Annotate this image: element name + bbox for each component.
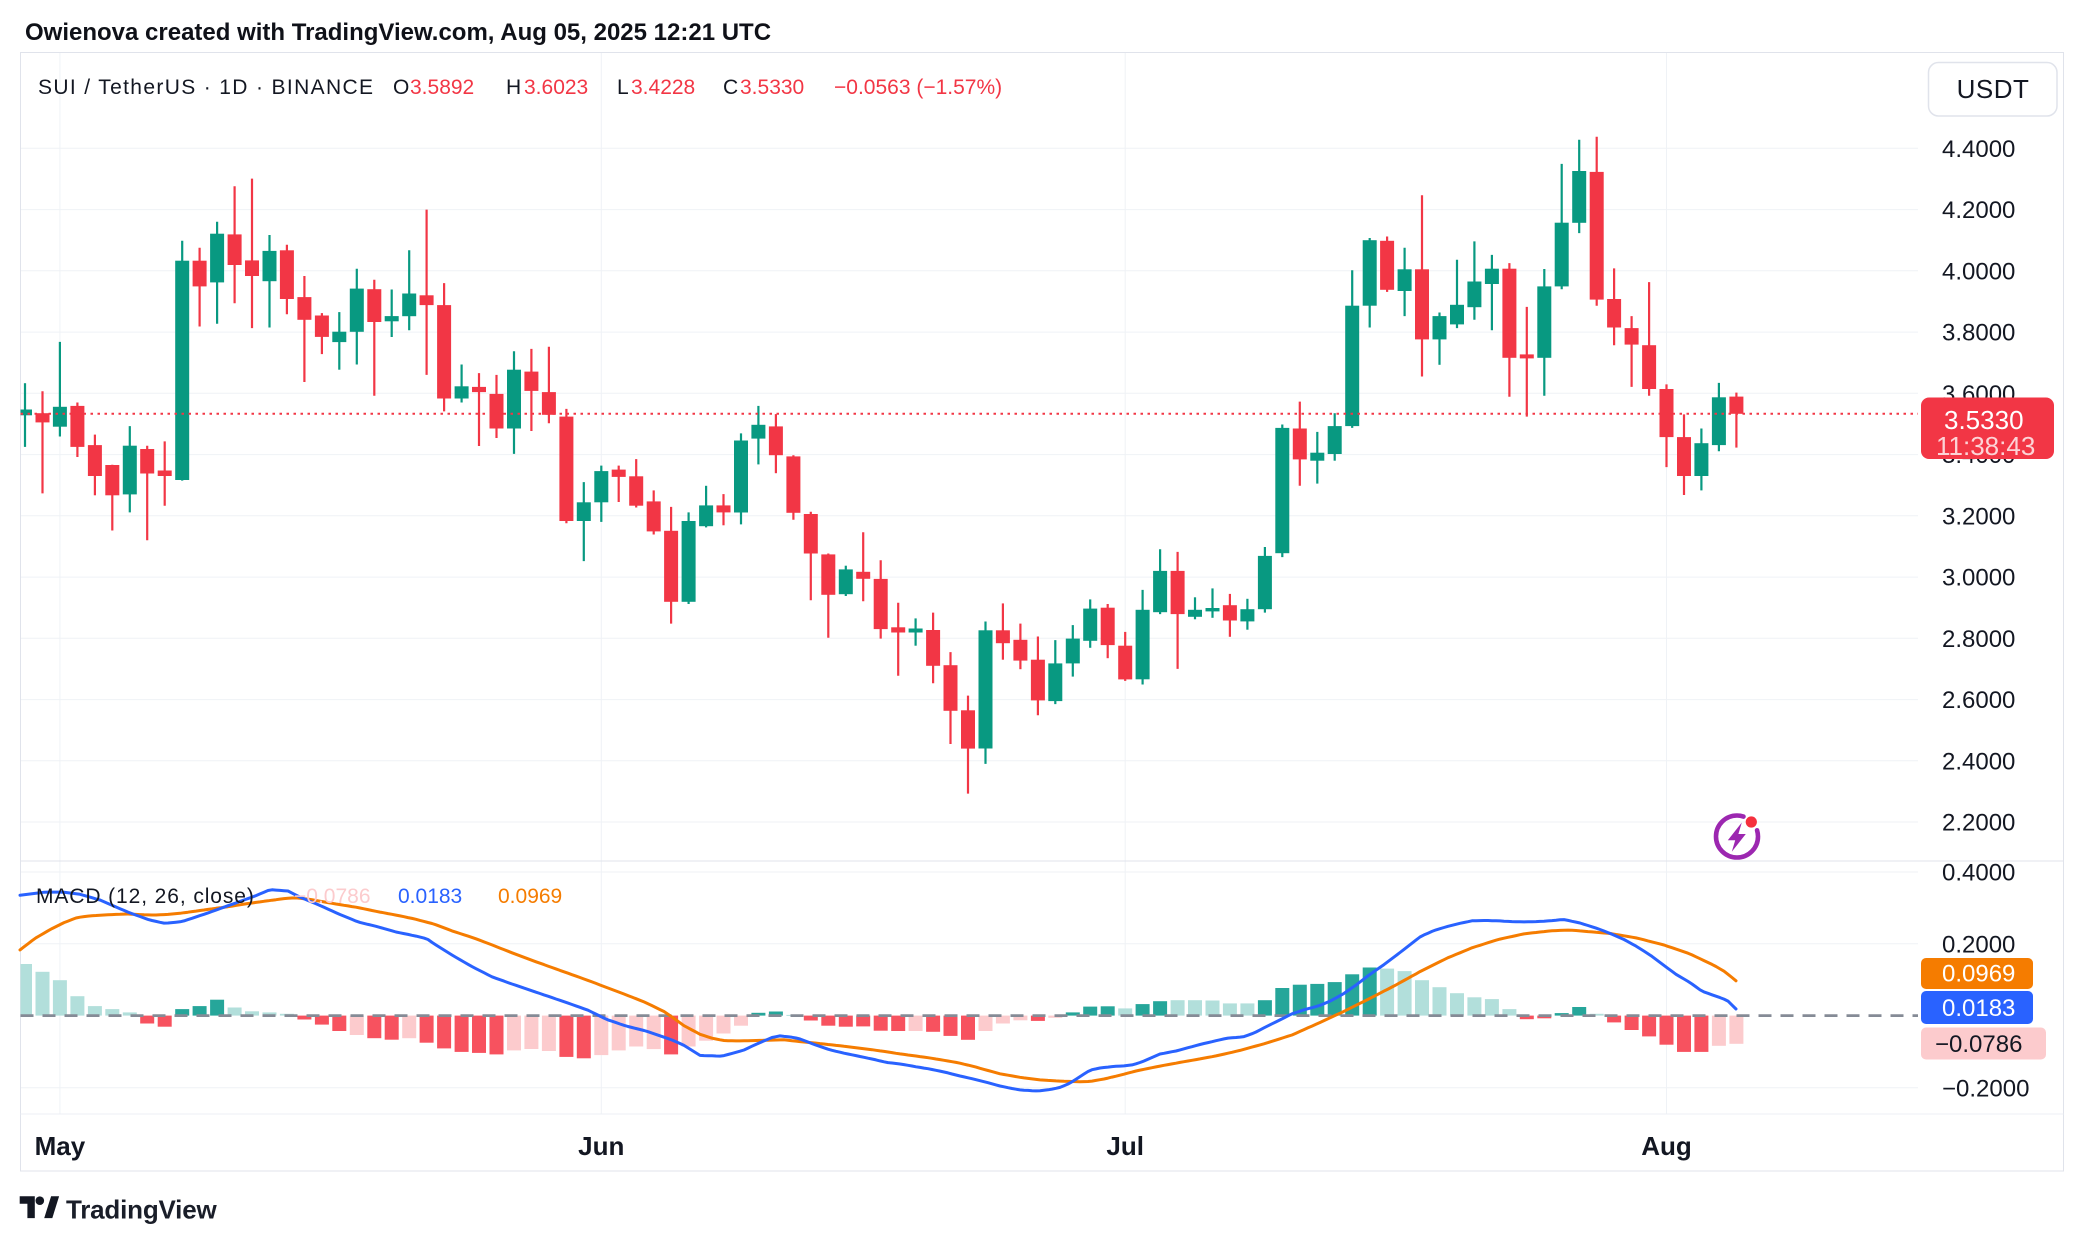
svg-text:0.2000: 0.2000 bbox=[1942, 931, 2015, 958]
svg-text:3.5892: 3.5892 bbox=[410, 76, 474, 99]
svg-text:C: C bbox=[723, 76, 738, 99]
svg-text:4.0000: 4.0000 bbox=[1942, 258, 2015, 285]
svg-text:USDT: USDT bbox=[1957, 74, 2030, 104]
svg-text:0.0183: 0.0183 bbox=[1942, 995, 2015, 1022]
svg-text:2.6000: 2.6000 bbox=[1942, 687, 2015, 714]
svg-text:SUI / TetherUS · 1D · BINANCE: SUI / TetherUS · 1D · BINANCE bbox=[38, 76, 374, 99]
svg-text:−0.0786: −0.0786 bbox=[294, 885, 371, 908]
svg-text:Jul: Jul bbox=[1106, 1131, 1144, 1161]
svg-text:0.4000: 0.4000 bbox=[1942, 860, 2015, 887]
svg-text:MACD (12, 26, close): MACD (12, 26, close) bbox=[36, 885, 255, 908]
svg-text:May: May bbox=[35, 1131, 86, 1161]
svg-text:3.2000: 3.2000 bbox=[1942, 503, 2015, 530]
svg-text:3.6023: 3.6023 bbox=[524, 76, 588, 99]
svg-text:Jun: Jun bbox=[578, 1131, 624, 1161]
svg-text:2.2000: 2.2000 bbox=[1942, 810, 2015, 837]
svg-text:3.5330: 3.5330 bbox=[1944, 405, 2024, 435]
svg-text:−0.2000: −0.2000 bbox=[1942, 1075, 2029, 1102]
svg-text:11:38:43: 11:38:43 bbox=[1936, 431, 2035, 461]
svg-text:3.5330: 3.5330 bbox=[740, 76, 804, 99]
svg-text:Owienova created with TradingV: Owienova created with TradingView.com, A… bbox=[25, 19, 771, 46]
svg-text:TradingView: TradingView bbox=[66, 1195, 217, 1225]
svg-text:0.0969: 0.0969 bbox=[498, 885, 562, 908]
svg-text:3.4228: 3.4228 bbox=[631, 76, 695, 99]
svg-text:2.8000: 2.8000 bbox=[1942, 626, 2015, 653]
svg-text:−0.0563 (−1.57%): −0.0563 (−1.57%) bbox=[834, 76, 1002, 99]
svg-text:H: H bbox=[506, 76, 521, 99]
svg-text:0.0969: 0.0969 bbox=[1942, 961, 2015, 988]
svg-text:−0.0786: −0.0786 bbox=[1935, 1031, 2022, 1058]
svg-text:4.4000: 4.4000 bbox=[1942, 136, 2015, 163]
svg-text:Aug: Aug bbox=[1641, 1131, 1692, 1161]
svg-text:2.4000: 2.4000 bbox=[1942, 748, 2015, 775]
svg-text:3.8000: 3.8000 bbox=[1942, 320, 2015, 347]
svg-text:4.2000: 4.2000 bbox=[1942, 197, 2015, 224]
svg-text:O: O bbox=[393, 76, 409, 99]
svg-text:L: L bbox=[617, 76, 629, 99]
svg-text:0.0183: 0.0183 bbox=[398, 885, 462, 908]
svg-text:3.0000: 3.0000 bbox=[1942, 565, 2015, 592]
